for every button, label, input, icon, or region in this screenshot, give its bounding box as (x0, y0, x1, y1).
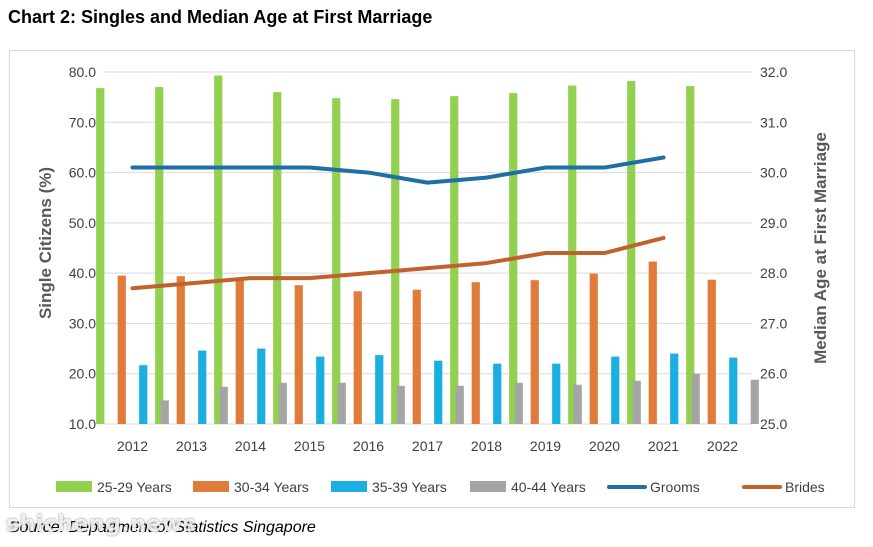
bar-40-44-years (337, 382, 346, 424)
x-tick-label: 2015 (294, 438, 325, 454)
bars (96, 75, 759, 425)
bar-35-39-years (434, 360, 443, 424)
right-tick-label: 29.0 (760, 215, 787, 231)
right-tick-label: 28.0 (760, 265, 787, 281)
bar-30-34-years (294, 285, 303, 424)
bar-35-39-years (198, 350, 207, 424)
legend-label: 25-29 Years (97, 479, 172, 495)
bar-35-39-years (729, 357, 738, 424)
x-tick-label: 2019 (530, 438, 561, 454)
x-tick-label: 2012 (117, 438, 148, 454)
left-tick-label: 80.0 (69, 64, 96, 80)
left-tick-label: 30.0 (69, 315, 96, 331)
legend-label: 40-44 Years (511, 479, 586, 495)
legend-label: Brides (785, 479, 825, 495)
right-axis-title: Median Age at First Marriage (811, 132, 830, 364)
watermark: shicheng.news (6, 512, 197, 537)
bar-25-29-years (96, 88, 105, 424)
legend-label: 35-39 Years (372, 479, 447, 495)
bar-40-44-years (573, 384, 582, 424)
x-tick-label: 2017 (412, 438, 443, 454)
gridlines (103, 71, 752, 425)
left-tick-label: 50.0 (69, 215, 96, 231)
left-tick-label: 20.0 (69, 366, 96, 382)
bar-25-29-years (155, 87, 164, 424)
bar-25-29-years (214, 75, 223, 425)
legend: 25-29 Years 30-34 Years 35-39 Years 40-44 Y… (56, 479, 825, 495)
right-axis: 25.0 26.0 27.0 28.0 29.0 30.0 31.0 32.0 (760, 64, 787, 432)
bar-25-29-years (627, 81, 636, 425)
bar-25-29-years (332, 98, 341, 425)
bar-25-29-years (391, 99, 400, 424)
x-tick-label: 2021 (648, 438, 679, 454)
bar-35-39-years (316, 356, 325, 424)
x-tick-label: 2013 (176, 438, 207, 454)
left-tick-label: 70.0 (69, 114, 96, 130)
bar-40-44-years (750, 379, 759, 424)
left-tick-label: 40.0 (69, 265, 96, 281)
lines (130, 155, 666, 291)
bar-40-44-years (455, 385, 464, 424)
legend-label: 30-34 Years (234, 479, 309, 495)
left-tick-label: 60.0 (69, 165, 96, 181)
left-axis-title: Single Citizens (%) (36, 167, 55, 319)
bar-30-34-years (353, 291, 362, 424)
bar-35-39-years (139, 365, 148, 424)
legend-swatch (56, 481, 92, 492)
right-tick-label: 27.0 (760, 315, 787, 331)
bar-35-39-years (493, 363, 502, 424)
x-tick-label: 2014 (235, 438, 266, 454)
bar-25-29-years (273, 92, 282, 424)
bar-30-34-years (117, 275, 126, 424)
legend-swatch (193, 481, 229, 492)
bar-35-39-years (552, 363, 561, 424)
x-axis: 2012 2013 2014 2015 2016 2017 2018 2019 2020 2021… (117, 438, 738, 454)
legend-swatch (470, 481, 506, 492)
bar-30-34-years (471, 282, 480, 424)
bar-35-39-years (257, 348, 266, 424)
bar-30-34-years (589, 273, 598, 424)
legend-label: Grooms (650, 479, 700, 495)
x-tick-label: 2016 (353, 438, 384, 454)
line-grooms (130, 155, 666, 185)
right-tick-label: 31.0 (760, 114, 787, 130)
bar-40-44-years (278, 382, 287, 424)
bar-25-29-years (686, 86, 695, 424)
bar-40-44-years (396, 385, 405, 424)
bar-35-39-years (670, 353, 679, 424)
right-tick-label: 26.0 (760, 366, 787, 382)
line-brides (130, 235, 666, 291)
right-tick-label: 25.0 (760, 416, 787, 432)
bar-40-44-years (632, 380, 641, 424)
chart-frame (9, 50, 855, 508)
bar-30-34-years (648, 261, 657, 424)
right-tick-label: 32.0 (760, 64, 787, 80)
bar-40-44-years (514, 382, 523, 424)
left-tick-label: 10.0 (69, 416, 96, 432)
bar-35-39-years (375, 355, 384, 424)
bar-30-34-years (235, 278, 244, 424)
x-tick-label: 2022 (707, 438, 738, 454)
bar-40-44-years (160, 400, 169, 424)
bar-25-29-years (450, 96, 459, 424)
bar-35-39-years (611, 356, 620, 424)
bar-30-34-years (412, 289, 421, 424)
right-tick-label: 30.0 (760, 165, 787, 181)
bar-30-34-years (707, 279, 716, 424)
x-tick-label: 2018 (471, 438, 502, 454)
bar-40-44-years (691, 373, 700, 424)
page-title: Chart 2: Singles and Median Age at First… (8, 7, 433, 27)
bar-30-34-years (176, 276, 185, 424)
bar-40-44-years (219, 386, 228, 424)
left-axis: 10.0 20.0 30.0 40.0 50.0 60.0 70.0 80.0 (69, 64, 96, 432)
legend-swatch (331, 481, 367, 492)
bar-30-34-years (530, 280, 539, 424)
x-tick-label: 2020 (589, 438, 620, 454)
source-note: Source: Department of Statistics Singapo… (9, 519, 316, 536)
